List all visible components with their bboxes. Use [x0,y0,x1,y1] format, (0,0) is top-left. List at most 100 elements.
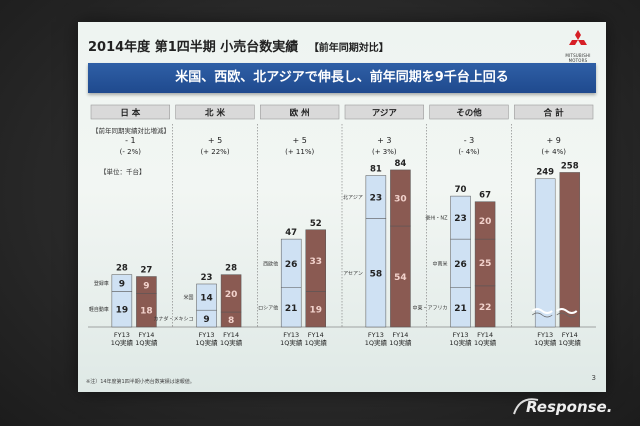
category-label: 欧 州 [290,108,310,119]
slide-subtitle: 【前年同期対比】 [308,43,389,54]
change-percent: (+ 4%) [541,148,566,156]
bar-total-label: 70 [455,185,467,195]
page-number: 3 [591,374,596,382]
bar-total-label: 249 [536,168,554,178]
change-percent: (+ 3%) [372,148,397,156]
segment-value-label: 25 [479,259,492,269]
category-header [344,104,424,120]
bar-total-label: 81 [370,165,382,175]
logo-text: MITSUBISHI MOTORS [565,53,591,63]
segment-name-label: アセアン [343,271,363,277]
change-value: + 5 [208,136,222,145]
bar-segment-fy13 [196,283,217,311]
segment-value-label: 21 [454,304,467,314]
category-header [429,104,509,120]
segment-name-label: 中東・アフリカ [413,304,448,311]
change-value: + 9 [546,136,560,145]
watermark-text: Response. [526,398,612,416]
x-tick-label: FY13 [114,331,130,339]
x-tick-label: FY13 [453,331,469,339]
bar-total-label: 23 [201,273,213,283]
category-header [90,104,170,120]
segment-value-label: 58 [370,269,383,279]
unit-label: 【単位：千台】 [100,167,146,176]
segment-name-label: 北アジア [343,194,363,201]
change-value: - 3 [464,136,475,145]
change-caption: 【前年同期実績対比増減】 [92,126,170,135]
segment-value-label: 23 [370,194,383,204]
change-percent: (+ 22%) [200,148,229,156]
retail-sales-chart: 【前年同期実績対比増減】【単位：千台】 日 本 - 1 (- 2%) 19 9 28 FY13… [88,104,596,347]
bar-segment-fy14 [390,169,411,227]
bar-total-label: 84 [394,159,406,169]
segment-value-label: 20 [225,290,238,300]
category-header [514,104,594,120]
segment-value-label: 26 [454,260,467,270]
change-percent: (- 2%) [120,148,142,156]
change-value: - 1 [125,136,136,145]
segment-value-label: 9 [203,315,209,325]
axis-break-line [556,312,577,318]
segment-value-label: 54 [394,273,407,283]
bar-total-label: 67 [479,191,491,201]
category-header [260,104,340,120]
segment-value-label: 19 [309,306,322,316]
change-value: + 5 [292,136,306,145]
segment-value-label: 8 [228,316,234,326]
change-percent: (+ 11%) [285,148,314,156]
segment-value-label: 30 [394,194,407,204]
bar-total-label: 27 [140,266,152,276]
presentation-slide: 2014年度 第1四半期 小売台数実績 【前年同期対比】 MITSUBISHI … [78,22,606,392]
segment-name-label: 中南米 [433,260,448,267]
category-label: アジア [372,109,398,119]
axis-break-mark [531,308,553,314]
bar-total-label: 258 [561,161,579,171]
x-tick-label: FY14 [477,331,493,339]
segment-name-label: 軽自動車 [89,306,109,313]
x-tick-sublabel: 1Q実績 [389,338,412,347]
x-tick-sublabel: 1Q実績 [559,338,582,347]
segment-value-label: 20 [479,217,492,227]
axis-break-line [531,312,553,318]
segment-value-label: 26 [285,260,298,270]
category-label: 日 本 [120,108,140,119]
headline-banner: 米国、西欧、北アジアで伸長し、前年同期を9千台上回る [88,63,596,93]
x-tick-sublabel: 1Q実績 [474,338,497,347]
x-tick-sublabel: 1Q実績 [365,338,388,347]
watermark-swoosh-icon [513,398,539,415]
x-tick-label: FY13 [199,331,215,339]
category-label: 合 計 [543,108,564,119]
slide-title-text: 2014年度 第1四半期 小売台数実績 [88,40,299,55]
x-tick-label: FY14 [308,331,324,339]
segment-value-label: 18 [140,307,153,317]
bar-total-label: 28 [225,264,237,274]
total-bar-fy13 [534,178,556,328]
bar-total-label: 52 [310,219,322,229]
x-tick-sublabel: 1Q実績 [449,338,472,347]
x-tick-label: FY14 [223,331,239,339]
category-header [175,104,255,120]
segment-value-label: 19 [116,306,129,316]
x-tick-sublabel: 1Q実績 [534,338,557,347]
segment-value-label: 9 [143,281,149,291]
segment-value-label: 9 [119,280,125,290]
segment-name-label: ロシア他 [258,304,278,311]
total-bar-fy14 [559,172,581,328]
three-diamonds-icon [569,30,587,45]
footnote: ※注）14年度第1四半期小売台数実績は速報値。 [86,379,195,385]
x-tick-sublabel: 1Q実績 [220,338,243,347]
bar-segment-fy13 [365,175,387,219]
bar-segment-fy13 [111,274,133,292]
segment-value-label: 33 [309,257,322,267]
x-tick-sublabel: 1Q実績 [135,338,158,347]
change-value: + 3 [377,136,391,145]
segment-value-label: 22 [479,303,492,313]
bar-segment-fy13 [450,195,471,240]
axis-break-mark [556,308,578,314]
x-tick-sublabel: 1Q実績 [280,338,303,347]
mitsubishi-logo: MITSUBISHI MOTORS [558,30,598,63]
slide-title: 2014年度 第1四半期 小売台数実績 【前年同期対比】 [88,36,389,55]
bar-segment-fy14 [136,276,157,294]
x-tick-label: FY13 [537,331,553,339]
